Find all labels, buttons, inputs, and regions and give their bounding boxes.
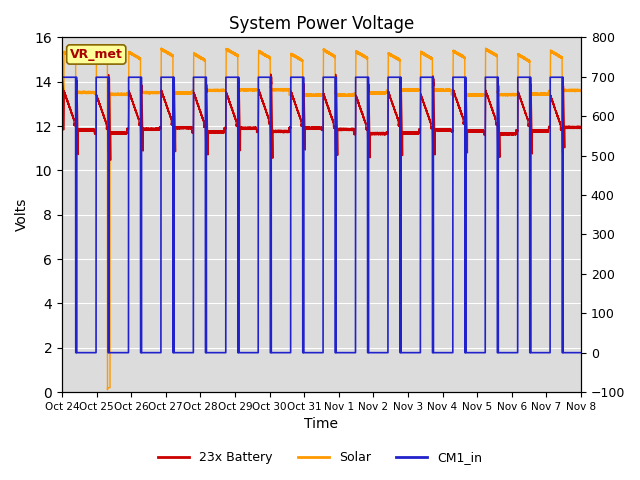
Legend: 23x Battery, Solar, CM1_in: 23x Battery, Solar, CM1_in — [153, 446, 487, 469]
Y-axis label: Volts: Volts — [15, 198, 29, 231]
Title: System Power Voltage: System Power Voltage — [229, 15, 414, 33]
X-axis label: Time: Time — [305, 418, 339, 432]
Text: VR_met: VR_met — [70, 48, 123, 61]
